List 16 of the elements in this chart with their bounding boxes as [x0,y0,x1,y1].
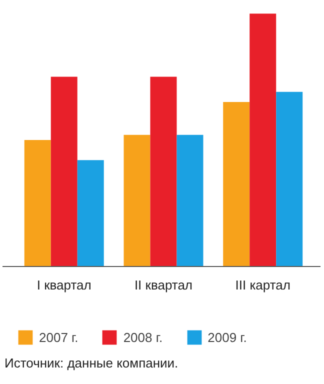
legend-label: 2007 г. [39,330,78,344]
x-tick-label: I квартал [36,277,92,292]
x-tick-label: II квартал [134,277,193,292]
bar [176,134,204,266]
bar [223,102,250,266]
legend-label: 2009 г. [208,330,247,344]
bar [24,140,51,266]
bar [250,14,276,266]
bar [276,92,303,266]
bar [124,134,150,266]
bar [77,160,104,266]
bar [150,76,177,266]
text: Источник: данные компании. [4,356,178,370]
x-tick-label: III картал [235,277,290,292]
bar [50,76,78,266]
legend-label: 2008 г. [123,330,163,344]
